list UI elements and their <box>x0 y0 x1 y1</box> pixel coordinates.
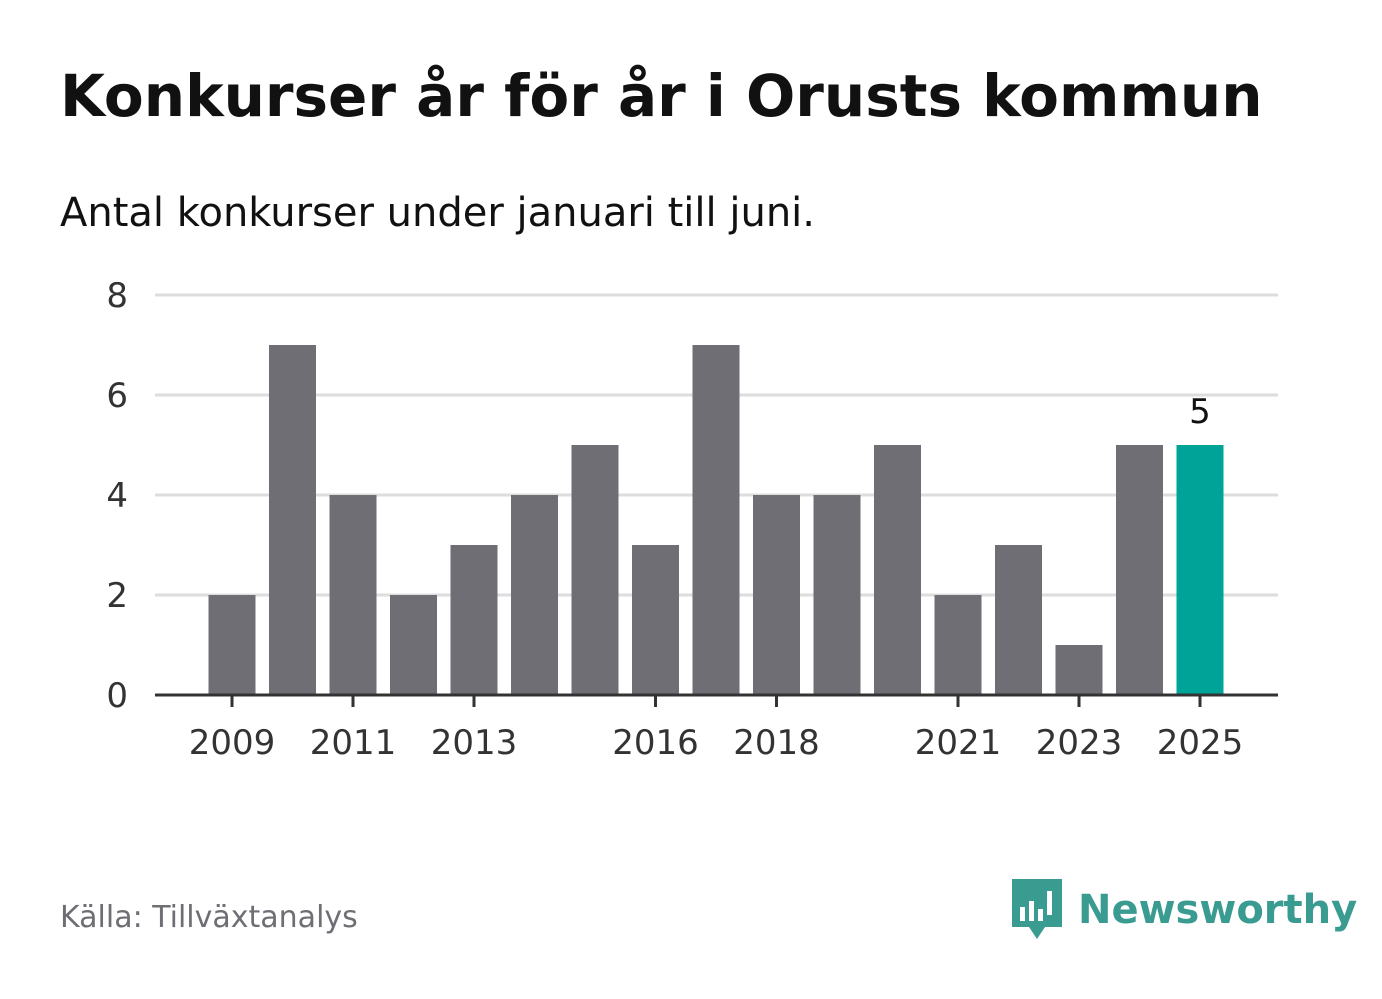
bar-2018 <box>753 495 800 695</box>
bar-2010 <box>269 345 316 695</box>
bar-2023 <box>1055 645 1103 695</box>
y-tick-label: 8 <box>106 276 128 316</box>
bar-2024 <box>1116 445 1163 695</box>
x-tick-label: 2009 <box>189 723 276 763</box>
brand: Newsworthy <box>1012 878 1357 942</box>
x-tick-label: 2023 <box>1036 723 1123 763</box>
y-tick-label: 2 <box>106 576 128 616</box>
x-tick-label: 2021 <box>915 723 1002 763</box>
brand-name: Newsworthy <box>1078 887 1358 933</box>
logo-dot <box>1047 915 1052 921</box>
logo-bar-2 <box>1029 901 1034 921</box>
bar-2017 <box>692 345 740 695</box>
source-note: Källa: Tillväxtanalys <box>60 900 358 935</box>
y-tick-label: 0 <box>106 676 128 716</box>
bar-2012 <box>390 595 437 695</box>
x-tick-label: 2013 <box>431 723 518 763</box>
logo-bar-1 <box>1020 907 1025 921</box>
x-tick-label: 2016 <box>612 723 699 763</box>
bar-2013 <box>450 545 498 695</box>
chart-subtitle: Antal konkurser under januari till juni. <box>60 190 815 236</box>
y-tick-label: 4 <box>106 476 128 516</box>
bar-2015 <box>571 445 619 695</box>
logo-bubble <box>1012 879 1062 939</box>
bar-2011 <box>329 495 377 695</box>
bar-2016 <box>632 545 679 695</box>
newsworthy-logo-icon <box>1012 879 1062 939</box>
bar-2022 <box>995 545 1042 695</box>
x-tick-label: 2018 <box>733 723 820 763</box>
bar-2025 <box>1176 445 1224 695</box>
bar-2020 <box>874 445 921 695</box>
logo-bar-3 <box>1038 909 1043 921</box>
y-tick-label: 6 <box>106 376 128 416</box>
x-tick-label: 2011 <box>310 723 397 763</box>
data-label-2025: 5 <box>1189 392 1211 432</box>
bar-2014 <box>511 495 558 695</box>
bar-2021 <box>934 595 982 695</box>
bar-2009 <box>208 595 256 695</box>
x-tick-label: 2025 <box>1157 723 1244 763</box>
chart-title: Konkurser år för år i Orusts kommun <box>60 62 1263 130</box>
bar-2019 <box>813 495 861 695</box>
logo-bar-4 <box>1047 891 1052 921</box>
